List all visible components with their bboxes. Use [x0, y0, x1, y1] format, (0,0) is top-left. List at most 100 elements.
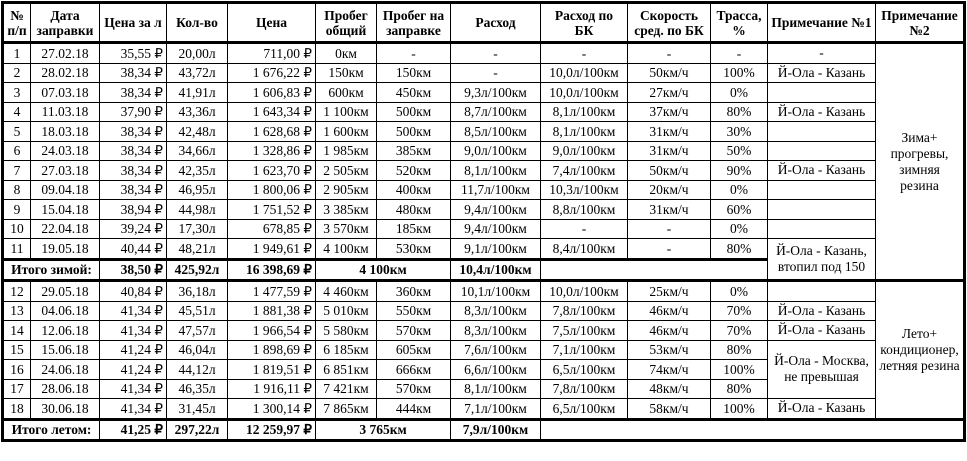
cell-consumption: 7,6л/100км	[450, 339, 541, 360]
header-col-number: № п/п	[2, 2, 31, 43]
table-row: 17 28.06.18 41,34 ₽46,35л 1 916,11 ₽7 421км…	[2, 378, 965, 399]
cell-number: 6	[2, 140, 31, 161]
summer-total-row: Итого летом: 41,25 ₽297,22л 12 259,97 ₽3 7…	[2, 418, 965, 441]
note-1-cell	[767, 82, 876, 103]
total-avg-price: 41,25 ₽	[99, 418, 167, 441]
cell-number: 12	[2, 280, 31, 302]
note-1-cell: Й-Ола - Москва, не превышая	[767, 339, 876, 399]
cell-total-mileage: 600км	[315, 82, 377, 103]
cell-trip-mileage: 605км	[376, 339, 451, 360]
cell-number: 15	[2, 339, 31, 360]
cell-total-mileage: 7 421км	[315, 378, 377, 399]
cell-trip-mileage: 500км	[376, 101, 451, 122]
cell-consumption-bk: 6,5л/100км	[540, 398, 628, 420]
cell-highway-pct: 0%	[710, 179, 768, 200]
cell-avg-speed-bk: 27км/ч	[627, 82, 711, 103]
note-1-cell: Й-Ола - Казань	[767, 62, 876, 83]
cell-total-mileage: 2 905км	[315, 179, 377, 200]
table-row: 6 24.03.18 38,34 ₽34,66л 1 328,86 ₽1 985км 3…	[2, 140, 965, 161]
table-row: 10 22.04.18 39,24 ₽17,30л 678,85 ₽3 570км 18…	[2, 218, 965, 239]
table-row: 8 09.04.18 38,34 ₽46,95л 1 800,06 ₽2 905км 4…	[2, 179, 965, 200]
cell-quantity: 47,57л	[166, 320, 228, 341]
cell-highway-pct: 0%	[710, 218, 768, 239]
cell-avg-speed-bk: 31км/ч	[627, 140, 711, 161]
cell-trip-mileage: 500км	[376, 121, 451, 142]
header-col-date: Дата заправки	[30, 2, 100, 43]
cell-total-mileage: 3 385км	[315, 199, 377, 220]
cell-avg-speed-bk: -	[627, 42, 711, 64]
cell-date: 24.06.18	[30, 359, 100, 380]
cell-consumption: 9,4л/100км	[450, 218, 541, 239]
total-consumption: 10,4л/100км	[450, 258, 541, 281]
cell-quantity: 34,66л	[166, 140, 228, 161]
cell-consumption-bk: 7,8л/100км	[540, 378, 628, 399]
cell-cost: 1 300,14 ₽	[227, 398, 316, 420]
cell-date: 27.03.18	[30, 160, 100, 181]
cell-quantity: 36,18л	[166, 280, 228, 302]
cell-number: 3	[2, 82, 31, 103]
header-col-highway-pct: Трасса, %	[710, 2, 768, 43]
cell-consumption: 8,1л/100км	[450, 378, 541, 399]
cell-total-mileage: 1 100км	[315, 101, 377, 122]
cell-avg-speed-bk: 20км/ч	[627, 179, 711, 200]
cell-trip-mileage: -	[376, 42, 451, 64]
header-col-cost: Цена	[227, 2, 316, 43]
cell-trip-mileage: 480км	[376, 199, 451, 220]
cell-cost: 1 916,11 ₽	[227, 378, 316, 399]
cell-cost: 1 623,70 ₽	[227, 160, 316, 181]
cell-avg-speed-bk: 48км/ч	[627, 378, 711, 399]
cell-consumption: -	[450, 42, 541, 64]
cell-consumption: 6,6л/100км	[450, 359, 541, 380]
cell-number: 13	[2, 300, 31, 321]
cell-number: 16	[2, 359, 31, 380]
note-1-cell: Й-Ола - Казань, втопил под 150	[767, 238, 876, 281]
cell-quantity: 43,36л	[166, 101, 228, 122]
cell-highway-pct: 100%	[710, 398, 768, 420]
table-row: 15 15.06.18 41,24 ₽46,04л 1 898,69 ₽6 185км…	[2, 339, 965, 399]
cell-consumption-bk: 10,3л/100км	[540, 179, 628, 200]
cell-price-per-liter: 41,34 ₽	[99, 378, 167, 399]
cell-consumption-bk: 8,8л/100км	[540, 199, 628, 220]
cell-highway-pct: 50%	[710, 140, 768, 161]
cell-consumption-bk: 8,1л/100км	[540, 101, 628, 122]
note-2-cell: Зима+ прогревы, зимняя резина	[875, 42, 965, 281]
total-label: Итого зимой:	[2, 258, 100, 281]
cell-consumption-bk: 10,0л/100км	[540, 62, 628, 83]
table-row: 14 12.06.18 41,34 ₽47,57л 1 966,54 ₽5 580км…	[2, 320, 965, 341]
cell-cost: 1 800,06 ₽	[227, 179, 316, 200]
note-1-cell: Й-Ола - Казань	[767, 320, 876, 341]
cell-cost: 1 676,22 ₽	[227, 62, 316, 83]
cell-consumption-bk: 9,0л/100км	[540, 140, 628, 161]
cell-total-mileage: 2 505км	[315, 160, 377, 181]
total-distance: 3 765км	[315, 418, 451, 441]
cell-trip-mileage: 570км	[376, 378, 451, 399]
cell-highway-pct: 100%	[710, 62, 768, 83]
note-1-cell: Й-Ола - Казань	[767, 398, 876, 420]
cell-date: 15.04.18	[30, 199, 100, 220]
cell-number: 8	[2, 179, 31, 200]
cell-total-mileage: 150км	[315, 62, 377, 83]
cell-consumption: 9,4л/100км	[450, 199, 541, 220]
cell-date: 07.03.18	[30, 82, 100, 103]
cell-price-per-liter: 41,34 ₽	[99, 300, 167, 321]
cell-quantity: 46,35л	[166, 378, 228, 399]
cell-cost: 1 966,54 ₽	[227, 320, 316, 341]
cell-quantity: 17,30л	[166, 218, 228, 239]
cell-consumption-bk: 6,5л/100км	[540, 359, 628, 380]
cell-date: 19.05.18	[30, 238, 100, 260]
header-col-total-mileage: Пробег общий	[315, 2, 377, 43]
cell-number: 10	[2, 218, 31, 239]
note-1-cell	[767, 199, 876, 220]
cell-consumption: -	[450, 62, 541, 83]
cell-avg-speed-bk: 74км/ч	[627, 359, 711, 380]
note-1-cell: -	[767, 42, 876, 64]
cell-highway-pct: 80%	[710, 101, 768, 122]
table-row: 18 30.06.18 41,34 ₽31,45л 1 300,14 ₽7 865км…	[2, 398, 965, 420]
cell-consumption: 8,3л/100км	[450, 320, 541, 341]
cell-consumption-bk: 7,1л/100км	[540, 339, 628, 360]
cell-consumption-bk: 10,0л/100км	[540, 280, 628, 302]
cell-quantity: 20,00л	[166, 42, 228, 64]
total-quantity: 425,92л	[166, 258, 228, 281]
note-1-cell: Й-Ола - Казань	[767, 101, 876, 122]
cell-number: 1	[2, 42, 31, 64]
